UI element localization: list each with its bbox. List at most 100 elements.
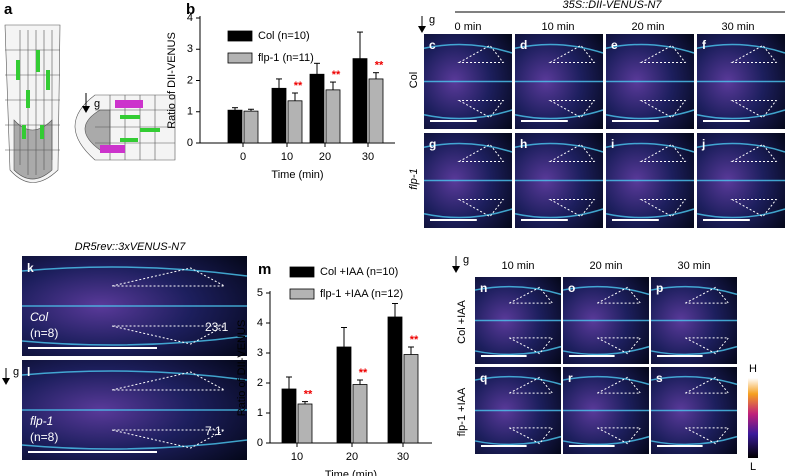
bar <box>309 73 325 144</box>
genotype-label: Col <box>30 310 48 324</box>
root-diagram <box>4 24 176 183</box>
n-label: (n=8) <box>30 326 58 340</box>
x-tick-label: 10 <box>281 151 293 163</box>
legend-label: flp-1 +IAA (n=12) <box>320 288 403 300</box>
region-outline <box>548 44 596 119</box>
cell-outline <box>423 43 513 120</box>
x-axis-label: Time (min) <box>325 469 377 476</box>
x-axis-label: Time (min) <box>271 169 323 181</box>
cell-outline <box>562 375 650 446</box>
gravity-label: g <box>429 14 435 26</box>
cell-outline <box>514 142 604 219</box>
cell-outline <box>514 43 604 120</box>
region-outline <box>457 143 505 218</box>
x-tick-label: 30 <box>362 151 374 163</box>
legend-swatch <box>227 52 253 64</box>
time-label: 0 min <box>455 21 482 33</box>
time-label: 10 min <box>501 260 534 272</box>
cell-outline <box>696 142 786 219</box>
bar <box>227 109 243 144</box>
panel-label: h <box>520 137 527 151</box>
panel-label: k <box>27 261 34 275</box>
panel-label: g <box>429 137 436 151</box>
row-label: Col +IAA <box>456 299 468 343</box>
region-outline <box>597 376 642 445</box>
panel-label: d <box>520 38 527 52</box>
panel-label: j <box>701 137 705 151</box>
bar <box>325 89 341 144</box>
y-tick-label: 0 <box>187 137 193 149</box>
panel-label: n <box>480 281 487 295</box>
cell-outline <box>21 370 248 450</box>
panel-label: l <box>27 365 30 379</box>
panel-label: r <box>568 371 573 385</box>
bar <box>352 58 368 144</box>
panel-label: m <box>258 261 271 278</box>
bar <box>281 388 297 444</box>
time-label: 10 min <box>541 21 574 33</box>
cell-outline <box>650 375 738 446</box>
cell-outline <box>605 43 695 120</box>
legend-label: Col +IAA (n=10) <box>320 266 398 278</box>
region-outline <box>685 286 730 355</box>
region-outline <box>730 44 778 119</box>
region-outline <box>111 267 225 345</box>
cell-outline <box>696 43 786 120</box>
panel-label: p <box>656 281 663 295</box>
scale-high: H <box>749 363 757 375</box>
y-tick-label: 0 <box>257 437 263 449</box>
x-tick-label: 20 <box>319 151 331 163</box>
legend-swatch <box>289 266 315 278</box>
gravity-arrowhead <box>452 266 460 273</box>
x-tick-label: 0 <box>240 151 246 163</box>
region-outline <box>685 376 730 445</box>
cell-outline <box>474 375 562 446</box>
title: 35S::DII-VENUS-N7 <box>562 0 662 11</box>
panel-label: q <box>480 371 487 385</box>
y-axis-label: Ratio of DII-VENUS <box>166 32 178 129</box>
y-axis-label: Ratio of DII-VENUS <box>236 320 248 417</box>
legend-swatch <box>289 288 315 300</box>
x-tick-label: 20 <box>346 451 358 463</box>
bar <box>243 110 259 144</box>
legend-swatch <box>227 30 253 42</box>
time-label: 30 min <box>677 260 710 272</box>
region-outline <box>111 371 225 449</box>
bar <box>336 346 352 444</box>
row-label: Col <box>408 72 420 89</box>
gravity-label: g <box>94 98 100 110</box>
y-tick-label: 1 <box>187 106 193 118</box>
y-tick-label: 2 <box>187 74 193 86</box>
region-outline <box>730 143 778 218</box>
x-tick-label: 10 <box>291 451 303 463</box>
bar <box>352 384 368 444</box>
color-scale <box>748 378 758 458</box>
legend-label: flp-1 (n=11) <box>258 52 314 64</box>
panel-label: s <box>656 371 663 385</box>
genotype-label: flp-1 <box>30 414 53 428</box>
ratio-label: 23:1 <box>205 320 229 334</box>
cell-outline <box>605 142 695 219</box>
panel-label: o <box>568 281 575 295</box>
time-label: 30 min <box>721 21 754 33</box>
significance: ** <box>332 69 341 81</box>
gravity-arrowhead <box>82 106 90 113</box>
bar <box>403 354 419 444</box>
significance: ** <box>294 80 303 92</box>
y-tick-label: 2 <box>257 377 263 389</box>
gravity-arrowhead <box>418 26 426 33</box>
y-tick-label: 4 <box>257 317 263 329</box>
n-label: (n=8) <box>30 430 58 444</box>
title: DR5rev::3xVENUS-N7 <box>75 241 187 253</box>
time-label: 20 min <box>589 260 622 272</box>
row-label: flp-1 +IAA <box>456 387 468 436</box>
significance: ** <box>304 389 313 401</box>
panel-label: c <box>429 38 436 52</box>
significance: ** <box>375 60 384 72</box>
panel-label: i <box>611 137 614 151</box>
significance: ** <box>410 334 419 346</box>
cell-outline <box>650 285 738 356</box>
y-tick-label: 5 <box>257 287 263 299</box>
panel-label: f <box>702 38 707 52</box>
